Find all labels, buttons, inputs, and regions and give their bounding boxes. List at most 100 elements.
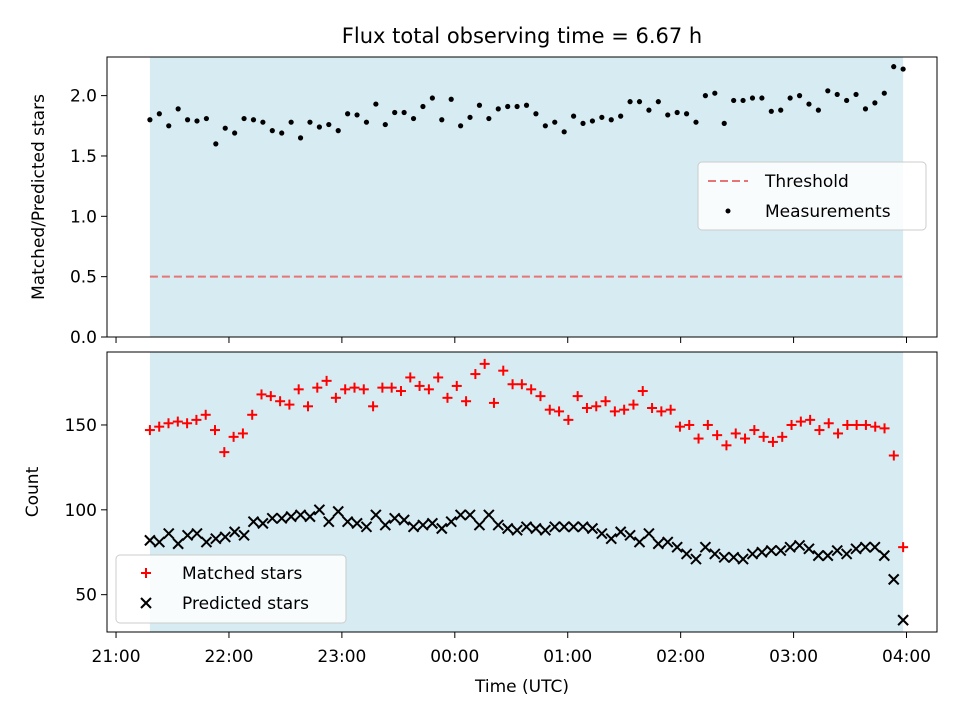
matched-star-point	[219, 447, 230, 458]
x-marker-b	[530, 522, 542, 535]
predicted-star-point	[257, 517, 269, 530]
predicted-star-point	[614, 526, 627, 538]
x-marker-b	[483, 509, 495, 521]
measurement-point	[203, 115, 210, 122]
x-marker-b	[633, 536, 646, 548]
x-marker-b	[784, 541, 796, 553]
predicted-star-point	[662, 536, 674, 548]
matched-star-point	[507, 379, 518, 390]
measurement-point	[740, 97, 746, 104]
matched-star-point	[637, 386, 648, 397]
measurement-point	[222, 125, 228, 131]
predicted-stars-points	[144, 504, 909, 626]
matched-star-point	[581, 403, 592, 413]
matched-star-point	[749, 425, 760, 436]
predicted-star-point	[238, 529, 250, 541]
count-y-axis: 50 100 150	[65, 416, 107, 606]
measurement-point	[853, 91, 859, 98]
x-marker-b	[191, 527, 203, 540]
measurement-point	[618, 113, 624, 119]
predicted-star-point	[332, 505, 344, 518]
x-marker-b	[869, 541, 881, 553]
x-marker-b	[765, 544, 778, 557]
matched-star-point	[340, 384, 351, 395]
measurement-point	[156, 111, 162, 117]
matched-star-point	[256, 389, 267, 400]
count-legend: Matched stars Predicted stars	[115, 554, 347, 624]
measurement-point	[872, 100, 878, 106]
matched-star-point	[154, 421, 165, 432]
predicted-star-point	[323, 515, 335, 528]
x-marker-b	[426, 517, 439, 530]
measurement-point	[476, 102, 483, 108]
predicted-star-point	[417, 519, 429, 531]
predicted-star-point	[398, 514, 410, 526]
x-marker-b	[163, 527, 175, 540]
x-marker-b	[304, 510, 316, 523]
x-marker-b	[257, 517, 269, 530]
measurement-point	[806, 101, 812, 107]
ratio-y-tick-label: 2.0	[70, 87, 97, 107]
x-marker-b	[577, 521, 589, 533]
matched-star-point	[302, 401, 313, 412]
measurement-point	[881, 90, 887, 96]
predicted-star-point	[304, 510, 316, 523]
measurement-point	[194, 118, 200, 124]
measurement-point	[316, 124, 322, 130]
matched-star-point	[349, 382, 360, 393]
x-marker-b	[285, 510, 297, 523]
time-x-tick-label: 02:00	[656, 647, 705, 667]
matched-star-point	[488, 397, 499, 408]
measurement-point	[665, 112, 671, 118]
ratio-legend: Threshold Measurements	[697, 161, 927, 231]
measurement-point	[655, 99, 661, 105]
predicted-star-point	[878, 549, 890, 562]
x-marker-b	[803, 543, 815, 555]
legend-plus-marker	[141, 568, 151, 578]
x-marker-b	[351, 517, 363, 530]
matched-star-point	[870, 421, 881, 432]
measurement-point	[891, 64, 897, 70]
matched-star-point	[377, 382, 388, 393]
measurement-point	[410, 115, 417, 122]
matched-star-point	[730, 428, 741, 439]
x-marker-b	[407, 521, 420, 533]
predicted-star-point	[219, 531, 231, 543]
predicted-star-point	[276, 512, 288, 525]
measurement-point	[448, 96, 454, 102]
legend-matched-label: Matched stars	[182, 564, 302, 584]
x-marker-b	[878, 549, 890, 562]
matched-star-point	[368, 401, 379, 412]
matched-star-point	[321, 375, 332, 386]
measurement-point	[599, 114, 605, 120]
x-marker-b	[445, 515, 457, 528]
legend-predicted-swatch	[140, 597, 152, 609]
predicted-star-point	[869, 541, 881, 553]
matched-star-point	[684, 419, 695, 430]
predicted-star-point	[577, 521, 589, 533]
measurement-point	[561, 129, 567, 135]
matched-star-point	[461, 396, 472, 407]
x-marker-b	[219, 531, 231, 543]
ratio-y-tick-label: 0.5	[70, 268, 97, 288]
x-marker-b	[671, 541, 683, 553]
predicted-star-point	[388, 512, 401, 525]
measurement-point	[542, 123, 548, 129]
predicted-star-point	[379, 519, 391, 531]
measurement-point	[636, 99, 643, 105]
predicted-star-point	[567, 521, 580, 533]
predicted-star-point	[539, 524, 552, 536]
matched-star-point	[860, 419, 871, 430]
predicted-star-point	[313, 504, 326, 516]
measurement-point	[184, 117, 191, 123]
x-marker-b	[492, 519, 504, 531]
measurement-point	[505, 103, 511, 110]
matched-star-point	[544, 404, 555, 415]
count-y-tick-label: 150	[65, 416, 97, 436]
x-marker-b	[140, 597, 152, 609]
matched-star-point	[563, 414, 574, 425]
x-marker-b	[709, 548, 721, 560]
x-marker-b	[662, 536, 674, 548]
x-marker-b	[680, 548, 693, 560]
matched-star-point	[284, 399, 295, 410]
